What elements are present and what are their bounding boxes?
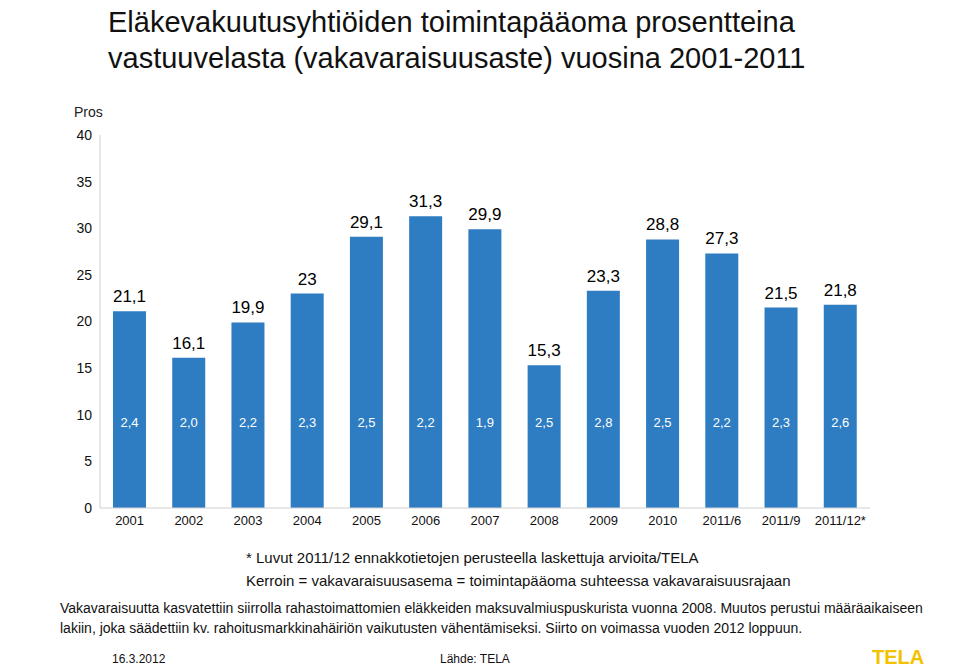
svg-text:2002: 2002 bbox=[174, 513, 203, 528]
svg-text:20: 20 bbox=[76, 313, 92, 329]
svg-text:27,3: 27,3 bbox=[705, 229, 738, 248]
svg-text:2005: 2005 bbox=[352, 513, 381, 528]
svg-text:29,1: 29,1 bbox=[350, 213, 383, 232]
html-text:16.3.2012: 16.3.2012 bbox=[112, 652, 166, 666]
svg-text:2,5: 2,5 bbox=[654, 415, 672, 430]
html-text:Kerroin = vakavaraisuusasema =: Kerroin = vakavaraisuusasema = toimintap… bbox=[246, 572, 791, 589]
svg-text:21,1: 21,1 bbox=[113, 287, 146, 306]
svg-text:2001: 2001 bbox=[115, 513, 144, 528]
svg-text:0: 0 bbox=[84, 500, 92, 516]
svg-text:35: 35 bbox=[76, 174, 92, 190]
svg-text:1,9: 1,9 bbox=[476, 415, 494, 430]
svg-text:19,9: 19,9 bbox=[231, 298, 264, 317]
svg-text:2,5: 2,5 bbox=[535, 415, 553, 430]
html-text:Pros: Pros bbox=[74, 104, 103, 120]
svg-text:2011/6: 2011/6 bbox=[703, 513, 742, 528]
svg-text:29,9: 29,9 bbox=[468, 205, 501, 224]
svg-text:2004: 2004 bbox=[293, 513, 322, 528]
svg-text:2,5: 2,5 bbox=[357, 415, 375, 430]
svg-text:23: 23 bbox=[298, 270, 317, 289]
svg-text:30: 30 bbox=[76, 220, 92, 236]
svg-text:2003: 2003 bbox=[234, 513, 263, 528]
svg-text:2,8: 2,8 bbox=[594, 415, 612, 430]
svg-text:2,2: 2,2 bbox=[713, 415, 731, 430]
svg-text:2010: 2010 bbox=[648, 513, 677, 528]
svg-text:10: 10 bbox=[76, 407, 92, 423]
html-text:TELA: TELA bbox=[872, 646, 925, 668]
svg-text:23,3: 23,3 bbox=[587, 267, 620, 286]
svg-text:2,3: 2,3 bbox=[298, 415, 316, 430]
svg-text:21,8: 21,8 bbox=[824, 281, 857, 300]
svg-text:2006: 2006 bbox=[411, 513, 440, 528]
svg-text:2011/12*: 2011/12* bbox=[815, 513, 866, 528]
svg-text:16,1: 16,1 bbox=[172, 334, 205, 353]
svg-text:2011/9: 2011/9 bbox=[762, 513, 801, 528]
svg-text:2,3: 2,3 bbox=[772, 415, 790, 430]
svg-text:2,6: 2,6 bbox=[831, 415, 849, 430]
html-text:Vakavaraisuutta kasvatettiin s: Vakavaraisuutta kasvatettiin siirrolla r… bbox=[60, 600, 923, 636]
svg-text:40: 40 bbox=[76, 127, 92, 143]
svg-text:28,8: 28,8 bbox=[646, 215, 679, 234]
html-text:* Luvut 2011/12 ennakkotietoje: * Luvut 2011/12 ennakkotietojen perustee… bbox=[246, 549, 699, 566]
svg-text:2,2: 2,2 bbox=[239, 415, 257, 430]
svg-text:31,3: 31,3 bbox=[409, 192, 442, 211]
svg-text:25: 25 bbox=[76, 267, 92, 283]
html-text:Lähde: TELA: Lähde: TELA bbox=[440, 652, 510, 666]
html-text:Eläkevakuutusyhtiöiden toimint: Eläkevakuutusyhtiöiden toimintapääoma pr… bbox=[108, 6, 806, 74]
svg-text:2008: 2008 bbox=[530, 513, 559, 528]
svg-text:15,3: 15,3 bbox=[528, 341, 561, 360]
svg-text:5: 5 bbox=[84, 453, 92, 469]
svg-text:2007: 2007 bbox=[471, 513, 500, 528]
svg-text:21,5: 21,5 bbox=[764, 284, 797, 303]
svg-text:15: 15 bbox=[76, 360, 92, 376]
svg-text:2,4: 2,4 bbox=[120, 415, 138, 430]
svg-text:2,0: 2,0 bbox=[180, 415, 198, 430]
svg-text:2,2: 2,2 bbox=[417, 415, 435, 430]
svg-text:2009: 2009 bbox=[589, 513, 618, 528]
